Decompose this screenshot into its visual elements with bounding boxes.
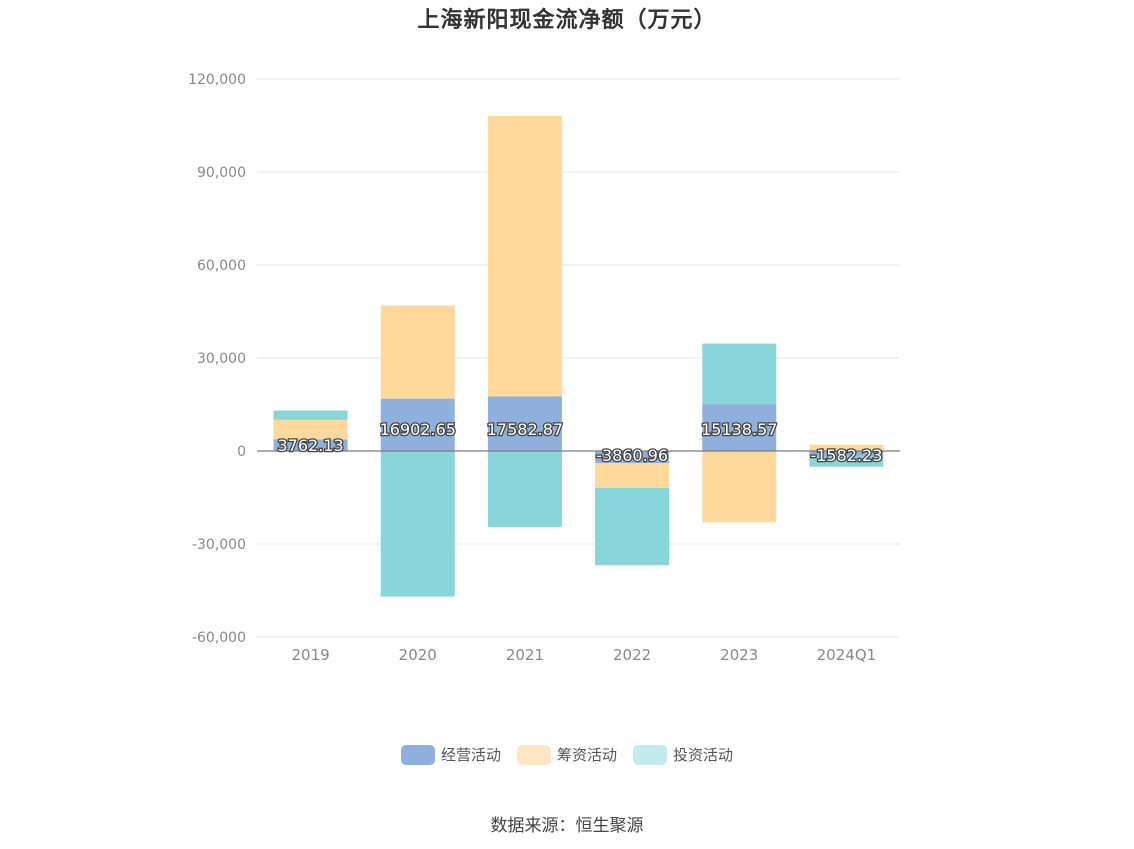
legend-swatch-investing (633, 744, 667, 765)
bar-investing-2023[interactable] (702, 343, 777, 405)
bars (273, 115, 884, 597)
bar-financing-2019[interactable] (273, 419, 348, 440)
legend-label-operating: 经营活动 (440, 746, 501, 764)
data-labels: 3762.13 16902.65 17582.87 -3860.96 15138.57 -… (276, 419, 883, 467)
bar-operating-2020[interactable] (380, 398, 455, 451)
x-tick-label: 2021 (506, 646, 544, 664)
legend-item-investing[interactable]: 投资活动 (633, 744, 733, 765)
x-tick-label: 2022 (613, 646, 651, 664)
x-axis-ticks: 2019 2020 2021 2022 2023 2024Q1 (291, 646, 876, 664)
legend-item-operating[interactable]: 经营活动 (400, 744, 501, 765)
bar-operating-2023[interactable] (702, 404, 777, 451)
grid-lines (257, 78, 900, 638)
data-source: 数据来源：恒生聚源 (490, 816, 644, 836)
bar-operating-2021[interactable] (487, 396, 562, 451)
legend-label-investing: 投资活动 (673, 746, 734, 764)
legend: 经营活动 筹资活动 投资活动 (0, 744, 1134, 765)
y-tick-label: -60,000 (192, 630, 246, 646)
x-tick-label: 2023 (720, 646, 758, 664)
bar-financing-2021[interactable] (487, 115, 562, 397)
legend-label-financing: 筹资活动 (556, 746, 617, 764)
data-label-operating-2019: 3762.13 (277, 436, 343, 455)
bar-investing-2024Q1[interactable] (809, 455, 884, 467)
data-label-operating-2022: -3860.96 (596, 446, 668, 465)
chart-title: 上海新阳现金流净额（万元） (417, 8, 717, 33)
data-label-operating-2024Q1: -1582.23 (810, 446, 882, 465)
y-tick-label: 30,000 (197, 351, 246, 367)
bar-investing-2020[interactable] (380, 451, 455, 597)
bar-financing-2020[interactable] (380, 305, 455, 399)
x-tick-label: 2024Q1 (817, 646, 877, 664)
y-tick-label: 60,000 (197, 258, 246, 274)
bar-operating-2019[interactable] (273, 439, 348, 451)
data-label-operating-2023: 15138.57 (701, 420, 777, 439)
x-tick-label: 2020 (399, 646, 437, 664)
y-tick-label: 120,000 (188, 72, 246, 88)
bar-financing-2023[interactable] (702, 451, 777, 523)
bar-investing-2021[interactable] (487, 451, 562, 527)
legend-swatch-financing (516, 744, 551, 765)
y-tick-label: -30,000 (192, 537, 246, 553)
y-axis-ticks: 120,000 90,000 60,000 30,000 0 -30,000 -60,000 (188, 72, 246, 646)
y-tick-label: 0 (237, 444, 246, 460)
bar-operating-2024Q1[interactable] (809, 451, 884, 456)
bar-financing-2022[interactable] (595, 462, 670, 488)
data-label-operating-2020: 16902.65 (380, 420, 456, 439)
bar-operating-2022[interactable] (595, 451, 670, 463)
legend-swatch-operating (400, 744, 435, 765)
legend-item-financing[interactable]: 筹资活动 (516, 744, 617, 765)
data-label-operating-2021: 17582.87 (487, 420, 563, 439)
x-tick-label: 2019 (291, 646, 329, 664)
y-tick-label: 90,000 (197, 165, 246, 181)
bar-investing-2019[interactable] (273, 410, 348, 420)
bar-financing-2024Q1[interactable] (809, 444, 884, 451)
bar-investing-2022[interactable] (595, 487, 670, 566)
